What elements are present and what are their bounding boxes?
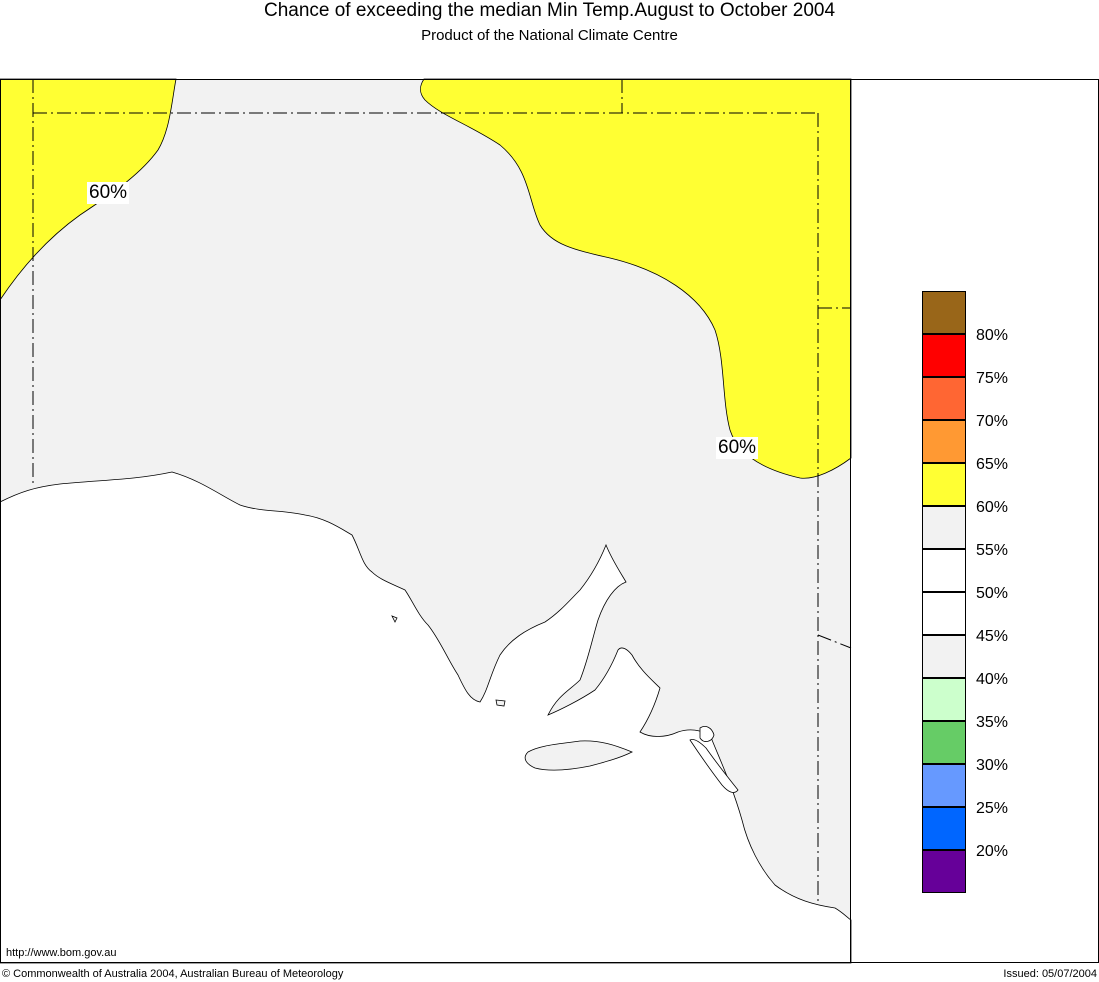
source-url: http://www.bom.gov.au (6, 947, 117, 959)
kangaroo-island (524, 740, 633, 771)
legend-label: 30% (976, 757, 1009, 774)
map-subtitle: Product of the National Climate Centre (421, 27, 678, 44)
legend-swatch-65-70 (922, 420, 966, 463)
region-60-northeast (419, 78, 852, 479)
lake-alexandrina (699, 726, 715, 742)
state-border-lines (32, 79, 852, 905)
legend-label: 50% (976, 585, 1009, 602)
legend-swatch-50-55 (922, 549, 966, 592)
legend-label: 60% (976, 499, 1009, 516)
legend-label: 45% (976, 628, 1009, 645)
issued-date: Issued: 05/07/2004 (1003, 968, 1097, 980)
legend-swatch-20-25 (922, 807, 966, 850)
copyright-notice: © Commonwealth of Australia 2004, Austra… (2, 968, 344, 980)
legend-swatch-60-65 (922, 463, 966, 506)
legend-swatch-below-20 (922, 850, 966, 893)
coorong-lagoon (689, 739, 739, 793)
legend-swatch-30-35 (922, 721, 966, 764)
legend-label: 55% (976, 542, 1009, 559)
coast-island-2 (391, 615, 398, 623)
legend-swatch-above-80 (922, 291, 966, 334)
legend-swatch-35-40 (922, 678, 966, 721)
legend-swatch-70-75 (922, 377, 966, 420)
small-island (495, 699, 506, 707)
legend-swatch-55-60 (922, 506, 966, 549)
contour-label-60-northeast: 60% (716, 437, 759, 459)
legend-swatch-25-30 (922, 764, 966, 807)
legend-label: 65% (976, 456, 1009, 473)
legend-label: 75% (976, 370, 1009, 387)
legend-label: 20% (976, 843, 1009, 860)
legend-label: 40% (976, 671, 1009, 688)
legend-swatch-40-45 (922, 635, 966, 678)
legend-label: 80% (976, 327, 1009, 344)
legend-label: 25% (976, 800, 1009, 817)
map-title: Chance of exceeding the median Min Temp.… (263, 0, 836, 21)
legend-label: 35% (976, 714, 1009, 731)
contour-label-60-northwest: 60% (87, 182, 130, 204)
legend-label: 70% (976, 413, 1009, 430)
legend-swatch-45-50 (922, 592, 966, 635)
legend-swatch-75-80 (922, 334, 966, 377)
